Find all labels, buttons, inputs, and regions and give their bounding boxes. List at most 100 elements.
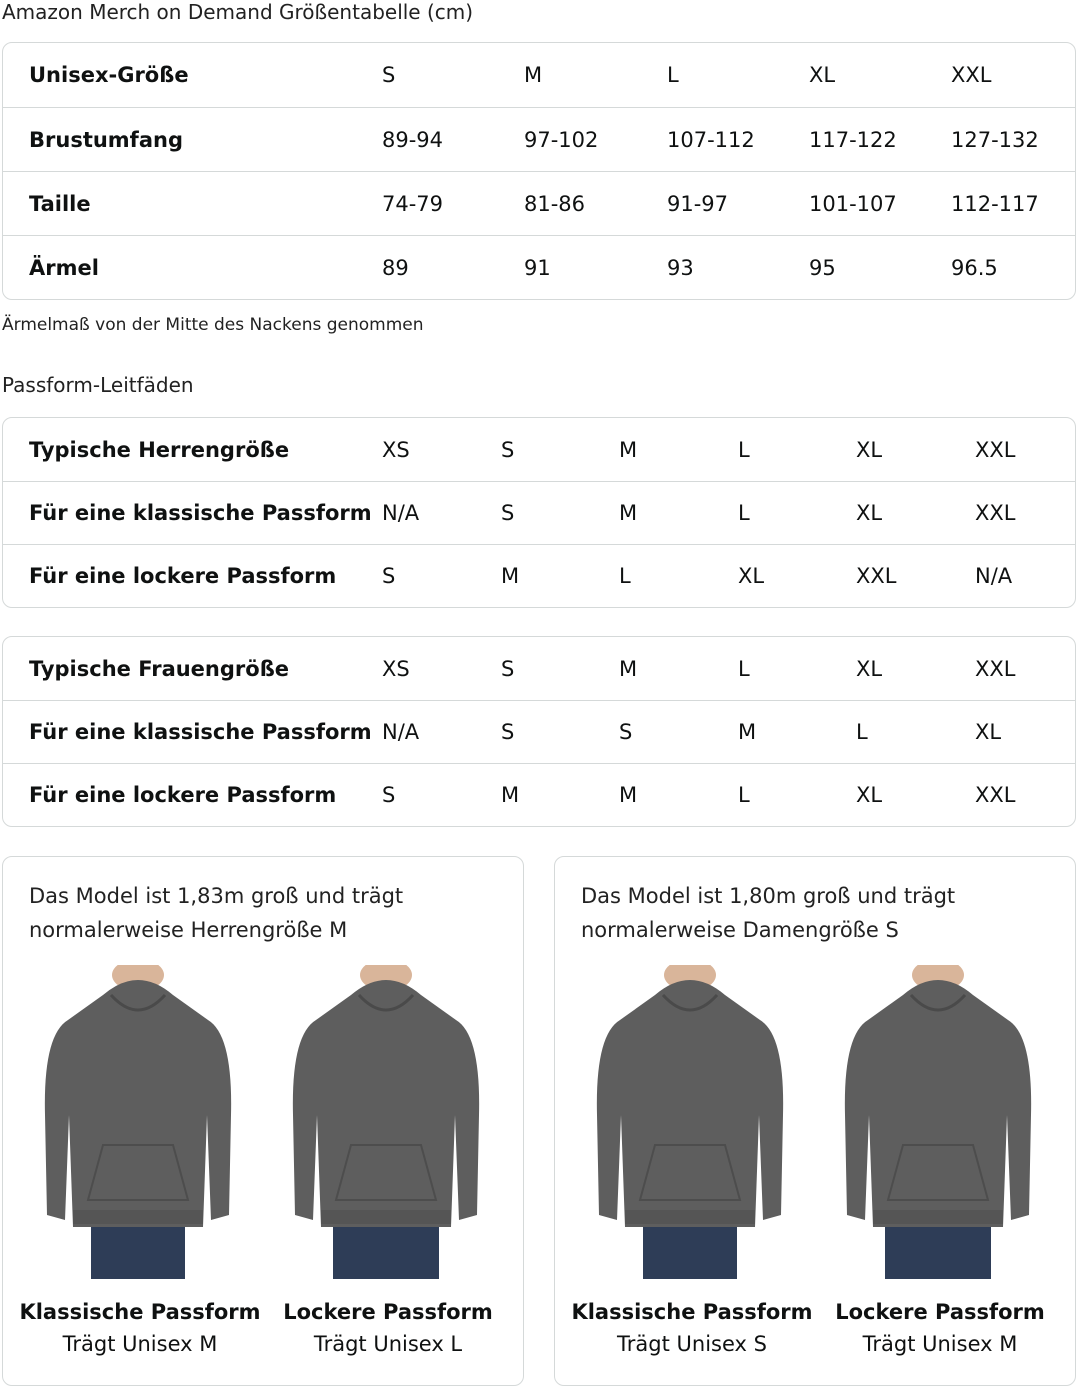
table-cell: 89 (382, 255, 409, 280)
table-row: Für eine lockere Passform S M L XL XXL N/A (3, 544, 1075, 607)
table-cell: N/A (975, 564, 1013, 588)
fit-label: Klassische Passform Trägt Unisex M (15, 1300, 265, 1356)
fit-size: Trägt Unisex M (62, 1332, 218, 1356)
table-cell: M (738, 720, 757, 744)
hoodie-model-image (33, 959, 243, 1279)
table-row: Für eine lockere Passform S M M L XL XXL (3, 763, 1075, 826)
fit-size: Trägt Unisex L (313, 1332, 463, 1356)
table-cell: S (619, 720, 633, 744)
table-cell: XXL (856, 564, 897, 588)
table-cell: S (501, 501, 515, 525)
row-label: Unisex-Größe (29, 63, 189, 87)
caption-line: Das Model ist 1,80m groß und trägt (581, 884, 956, 908)
model-caption: Das Model ist 1,83m groß und trägt normal… (29, 879, 403, 947)
table-cell: M (501, 783, 520, 807)
women-model-card: Das Model ist 1,80m groß und trägt normal… (554, 856, 1076, 1386)
model-caption: Das Model ist 1,80m groß und trägt normal… (581, 879, 955, 947)
fit-size: Trägt Unisex S (617, 1332, 767, 1356)
table-row: Typische Herrengröße XS S M L XL XXL (3, 418, 1075, 481)
table-cell: M (619, 656, 638, 681)
table-cell: S (501, 720, 515, 744)
women-fit-table: Typische Frauengröße XS S M L XL XXL Für eine k… (2, 636, 1076, 827)
row-label: Typische Herrengröße (29, 437, 290, 462)
table-cell: M (524, 63, 543, 87)
row-label: Brustumfang (29, 127, 183, 152)
fit-name: Lockere Passform (835, 1300, 1045, 1324)
table-cell: XL (809, 63, 836, 87)
table-cell: 81-86 (524, 191, 586, 216)
table-cell: M (501, 564, 520, 588)
table-cell: XXL (975, 656, 1016, 681)
caption-line: normalerweise Herrengröße M (29, 918, 348, 942)
table-cell: L (856, 720, 868, 744)
table-cell: XXL (975, 437, 1016, 462)
table-cell: XXL (975, 501, 1016, 525)
table-cell: 91-97 (667, 191, 729, 216)
fit-size: Trägt Unisex M (862, 1332, 1018, 1356)
table-cell: M (619, 501, 638, 525)
fit-label: Lockere Passform Trägt Unisex L (263, 1300, 513, 1356)
row-label: Ärmel (29, 255, 99, 280)
table-cell: N/A (382, 720, 420, 744)
row-label: Für eine lockere Passform (29, 564, 337, 588)
table-cell: 127-132 (951, 127, 1039, 152)
table-cell: 97-102 (524, 127, 599, 152)
table-row: Ärmel 89 91 93 95 96.5 (3, 235, 1075, 299)
table-cell: M (619, 783, 638, 807)
table-row: Für eine klassische Passform N/A S M L XL XXL (3, 481, 1075, 544)
table-cell: S (501, 437, 515, 462)
table-cell: N/A (382, 501, 420, 525)
hoodie-model-image (281, 959, 491, 1279)
page-title: Amazon Merch on Demand Größentabelle (cm… (2, 0, 474, 24)
hoodie-model-image (833, 959, 1043, 1279)
table-cell: L (667, 63, 679, 87)
table-row: Für eine klassische Passform N/A S S M L XL (3, 700, 1075, 763)
sleeve-note: Ärmelmaß von der Mitte des Nackens genom… (2, 315, 424, 335)
table-cell: L (738, 437, 750, 462)
fit-name: Lockere Passform (283, 1300, 493, 1324)
hoodie-model-image (585, 959, 795, 1279)
table-cell: 93 (667, 255, 694, 280)
table-cell: XXL (951, 63, 992, 87)
table-cell: 112-117 (951, 191, 1039, 216)
men-model-card: Das Model ist 1,83m groß und trägt normal… (2, 856, 524, 1386)
row-label: Für eine klassische Passform (29, 720, 372, 744)
table-row: Brustumfang 89-94 97-102 107-112 117-122 127-… (3, 107, 1075, 171)
table-cell: XL (856, 501, 883, 525)
table-cell: S (382, 63, 396, 87)
table-cell: 101-107 (809, 191, 897, 216)
table-cell: M (619, 437, 638, 462)
table-cell: L (619, 564, 631, 588)
table-cell: S (382, 783, 396, 807)
table-cell: XL (856, 656, 883, 681)
table-cell: XL (975, 720, 1002, 744)
table-cell: XXL (975, 783, 1016, 807)
table-cell: 91 (524, 255, 551, 280)
table-row: Typische Frauengröße XS S M L XL XXL (3, 637, 1075, 700)
row-label: Typische Frauengröße (29, 656, 290, 681)
table-cell: 89-94 (382, 127, 444, 152)
table-cell: XL (738, 564, 765, 588)
table-cell: L (738, 501, 750, 525)
table-cell: L (738, 656, 750, 681)
men-fit-table: Typische Herrengröße XS S M L XL XXL Für eine k… (2, 417, 1076, 608)
size-table: Unisex-Größe S M L XL XXL Brustumfang 89-94 97-1… (2, 42, 1076, 300)
fit-guide-title: Passform-Leitfäden (2, 373, 194, 397)
table-cell: 74-79 (382, 191, 444, 216)
table-row: Taille 74-79 81-86 91-97 101-107 112-117 (3, 171, 1075, 235)
fit-label: Klassische Passform Trägt Unisex S (567, 1300, 817, 1356)
table-cell: 96.5 (951, 255, 998, 280)
table-cell: 107-112 (667, 127, 755, 152)
table-cell: XS (382, 656, 410, 681)
table-cell: S (382, 564, 396, 588)
table-cell: L (738, 783, 750, 807)
table-cell: XL (856, 437, 883, 462)
fit-name: Klassische Passform (19, 1300, 261, 1324)
table-cell: XL (856, 783, 883, 807)
table-cell: S (501, 656, 515, 681)
fit-name: Klassische Passform (571, 1300, 813, 1324)
row-label: Für eine klassische Passform (29, 501, 372, 525)
row-label: Taille (29, 191, 91, 216)
row-label: Für eine lockere Passform (29, 783, 337, 807)
table-cell: 117-122 (809, 127, 897, 152)
